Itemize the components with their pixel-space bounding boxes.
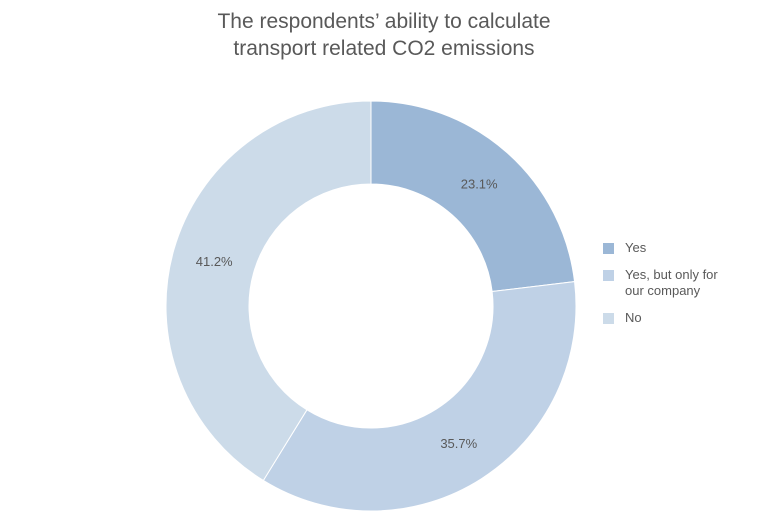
data-label-yes-company: 35.7% <box>440 436 477 451</box>
legend-label-yes-company-line-1: Yes, but only for <box>625 267 718 282</box>
donut-slices <box>165 100 577 512</box>
donut-slice-no <box>165 100 372 482</box>
donut-slice-yes-company <box>262 281 577 512</box>
legend-label-yes-company-line-2: our company <box>625 283 701 298</box>
legend-item-yes-company: Yes, but only for our company <box>603 267 763 299</box>
legend-label-no: No <box>625 310 642 325</box>
legend-swatch-yes <box>603 243 614 254</box>
data-label-no: 41.2% <box>196 254 233 269</box>
legend-swatch-no <box>603 313 614 324</box>
legend-swatch-yes-company <box>603 270 614 281</box>
legend-label-yes: Yes <box>625 240 647 255</box>
legend-item-no: No <box>603 310 763 326</box>
data-label-yes: 23.1% <box>461 177 498 192</box>
donut-slice-yes <box>370 100 576 293</box>
chart-legend: Yes Yes, but only for our company No <box>603 240 763 337</box>
chart-title-line-2: transport related CO2 emissions <box>233 37 535 60</box>
chart-title-line-1: The respondents’ ability to calculate <box>217 10 551 33</box>
legend-item-yes: Yes <box>603 240 763 256</box>
chart-title: The respondents’ ability to calculate tr… <box>0 8 768 62</box>
donut-data-labels: 23.1% 35.7% 41.2% <box>196 177 498 451</box>
